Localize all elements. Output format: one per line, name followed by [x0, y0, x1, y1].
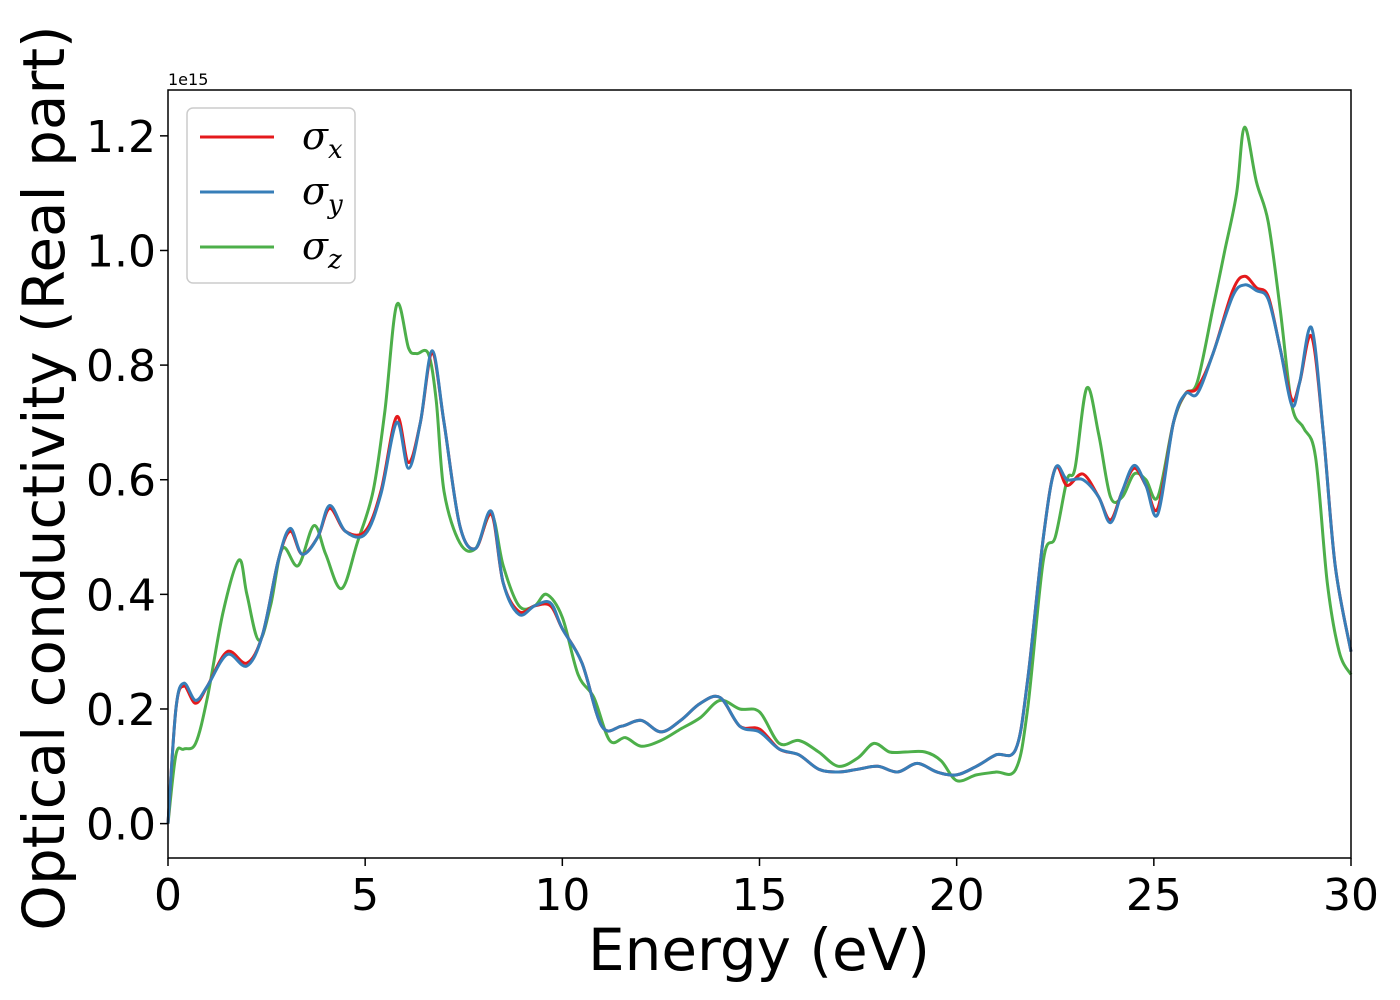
- series-layer: [166, 125, 1353, 824]
- x-tick-label: 0: [154, 870, 182, 921]
- x-tick-label: 25: [1126, 870, 1182, 921]
- x-axis-label: Energy (eV): [588, 916, 930, 984]
- legend-entry-z: σz: [302, 224, 342, 275]
- y-axis-label: Optical conductivity (Real part): [10, 25, 78, 930]
- y-offset-label: 1e15: [168, 70, 208, 89]
- legend-entry-x: σx: [302, 114, 343, 165]
- y-tick-label: 1.0: [86, 226, 156, 277]
- x-tick-label: 15: [732, 870, 788, 921]
- legend-entry-y: σy: [302, 169, 343, 220]
- y-tick-label: 0.2: [86, 685, 156, 736]
- x-tick-label: 5: [351, 870, 379, 921]
- y-tick-label: 0.4: [86, 570, 156, 621]
- x-tick-label: 30: [1323, 870, 1379, 921]
- legend-box: [186, 107, 356, 284]
- y-tick-label: 0.8: [86, 341, 156, 392]
- x-tick-label: 20: [929, 870, 985, 921]
- x-tick-label: 10: [534, 870, 590, 921]
- series-line-x: [166, 274, 1353, 824]
- y-tick-label: 0.0: [86, 800, 156, 851]
- y-tick-label: 1.2: [86, 112, 156, 163]
- y-axis-ticks: 0.0 0.2 0.4 0.6 0.8 1.0 1.2: [86, 112, 168, 851]
- x-axis-ticks: 0 5 10 15 20 25 30: [154, 858, 1379, 921]
- series-line-y: [166, 283, 1353, 824]
- y-tick-label: 0.6: [86, 456, 156, 507]
